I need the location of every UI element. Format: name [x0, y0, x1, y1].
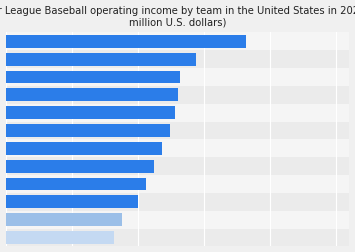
Bar — [6, 142, 162, 155]
Bar — [6, 196, 138, 208]
Bar — [6, 104, 349, 122]
Bar — [6, 122, 349, 140]
Bar — [6, 36, 246, 49]
Bar — [6, 33, 349, 51]
Bar — [6, 158, 349, 175]
Bar — [6, 213, 122, 226]
Bar — [6, 231, 114, 244]
Bar — [6, 71, 180, 84]
Bar — [6, 175, 349, 193]
Bar — [6, 211, 349, 229]
Bar — [6, 107, 175, 120]
Title: Major League Baseball operating income by team in the United States in 2023 (in
: Major League Baseball operating income b… — [0, 6, 355, 27]
Bar — [6, 54, 196, 66]
Bar — [6, 89, 178, 102]
Bar — [6, 87, 349, 104]
Bar — [6, 140, 349, 158]
Bar — [6, 69, 349, 87]
Bar — [6, 51, 349, 69]
Bar — [6, 160, 154, 173]
Bar — [6, 193, 349, 211]
Bar — [6, 178, 146, 191]
Bar — [6, 125, 170, 137]
Bar — [6, 229, 349, 246]
